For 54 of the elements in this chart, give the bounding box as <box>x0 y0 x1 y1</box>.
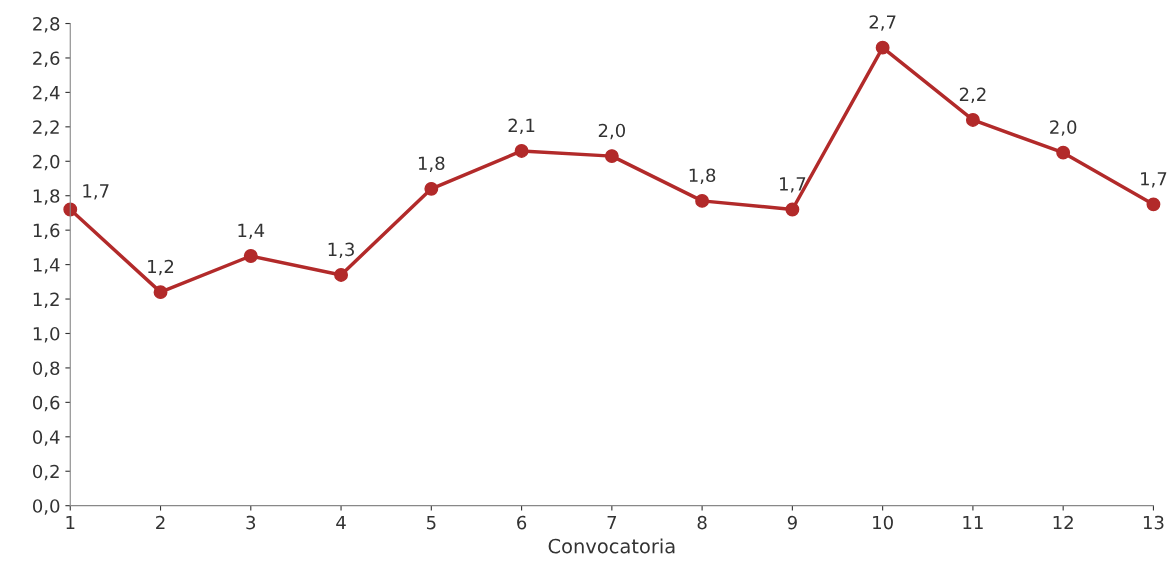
data-label: 2,0 <box>1050 120 1077 136</box>
data-label: 1,8 <box>689 168 716 184</box>
data-label: 1,8 <box>418 156 445 172</box>
point <box>334 267 348 282</box>
data-label: 1,7 <box>780 177 806 193</box>
y-tick-label: 2,0 <box>33 154 60 171</box>
x-axis-title: Convocatoria <box>548 538 675 554</box>
y-tick-label: 1,8 <box>33 189 60 205</box>
y-tick-label: 2,8 <box>33 16 60 33</box>
data-label: 2,2 <box>959 87 986 104</box>
point <box>514 144 529 158</box>
y-tick-label: 0,0 <box>33 499 60 515</box>
point <box>1146 197 1161 212</box>
x-tick-label: 4 <box>336 515 346 530</box>
x-tick-label: 1 <box>66 515 75 530</box>
x-tick-label: 12 <box>1053 515 1073 530</box>
point <box>1056 145 1071 160</box>
data-label: 2,1 <box>508 118 535 135</box>
x-tick-label: 3 <box>246 515 256 530</box>
y-tick-label: 2,2 <box>33 120 59 136</box>
y-tick-label: 2,6 <box>33 51 60 67</box>
x-tick-label: 5 <box>426 515 436 530</box>
x-tick-label: 7 <box>607 515 617 530</box>
x-tick-label: 11 <box>963 515 983 530</box>
y-tick-label: 0,6 <box>33 395 60 412</box>
y-tick-label: 0,4 <box>33 430 60 446</box>
y-tick-label: 0,2 <box>33 464 59 481</box>
x-tick-label: 2 <box>156 515 165 530</box>
x-tick-label: 8 <box>697 515 707 530</box>
point <box>965 113 980 127</box>
data-label: 1,2 <box>148 259 174 276</box>
point <box>695 193 710 208</box>
point <box>604 149 619 164</box>
x-tick-label: 6 <box>517 515 527 530</box>
y-tick-label: 0,8 <box>33 361 60 377</box>
data-label: 1,4 <box>238 223 265 240</box>
point <box>875 40 890 55</box>
point <box>785 202 800 217</box>
data-label: 1,3 <box>328 242 354 258</box>
data-label: 1,7 <box>83 184 109 200</box>
point <box>424 181 439 196</box>
y-tick-label: 1,6 <box>33 223 60 240</box>
y-tick-label: 1,0 <box>33 326 60 343</box>
point <box>153 285 168 300</box>
y-tick-label: 1,2 <box>33 292 59 308</box>
data-label: 1,7 <box>1141 172 1167 188</box>
data-label: 2,7 <box>869 15 896 31</box>
x-tick-label: 10 <box>873 515 893 530</box>
point <box>243 249 258 263</box>
y-tick-label: 2,4 <box>33 85 60 102</box>
y-tick-label: 1,4 <box>33 258 60 274</box>
x-tick-label: 13 <box>1143 515 1164 530</box>
data-label: 2,0 <box>598 123 626 140</box>
x-tick-label: 9 <box>787 515 797 530</box>
